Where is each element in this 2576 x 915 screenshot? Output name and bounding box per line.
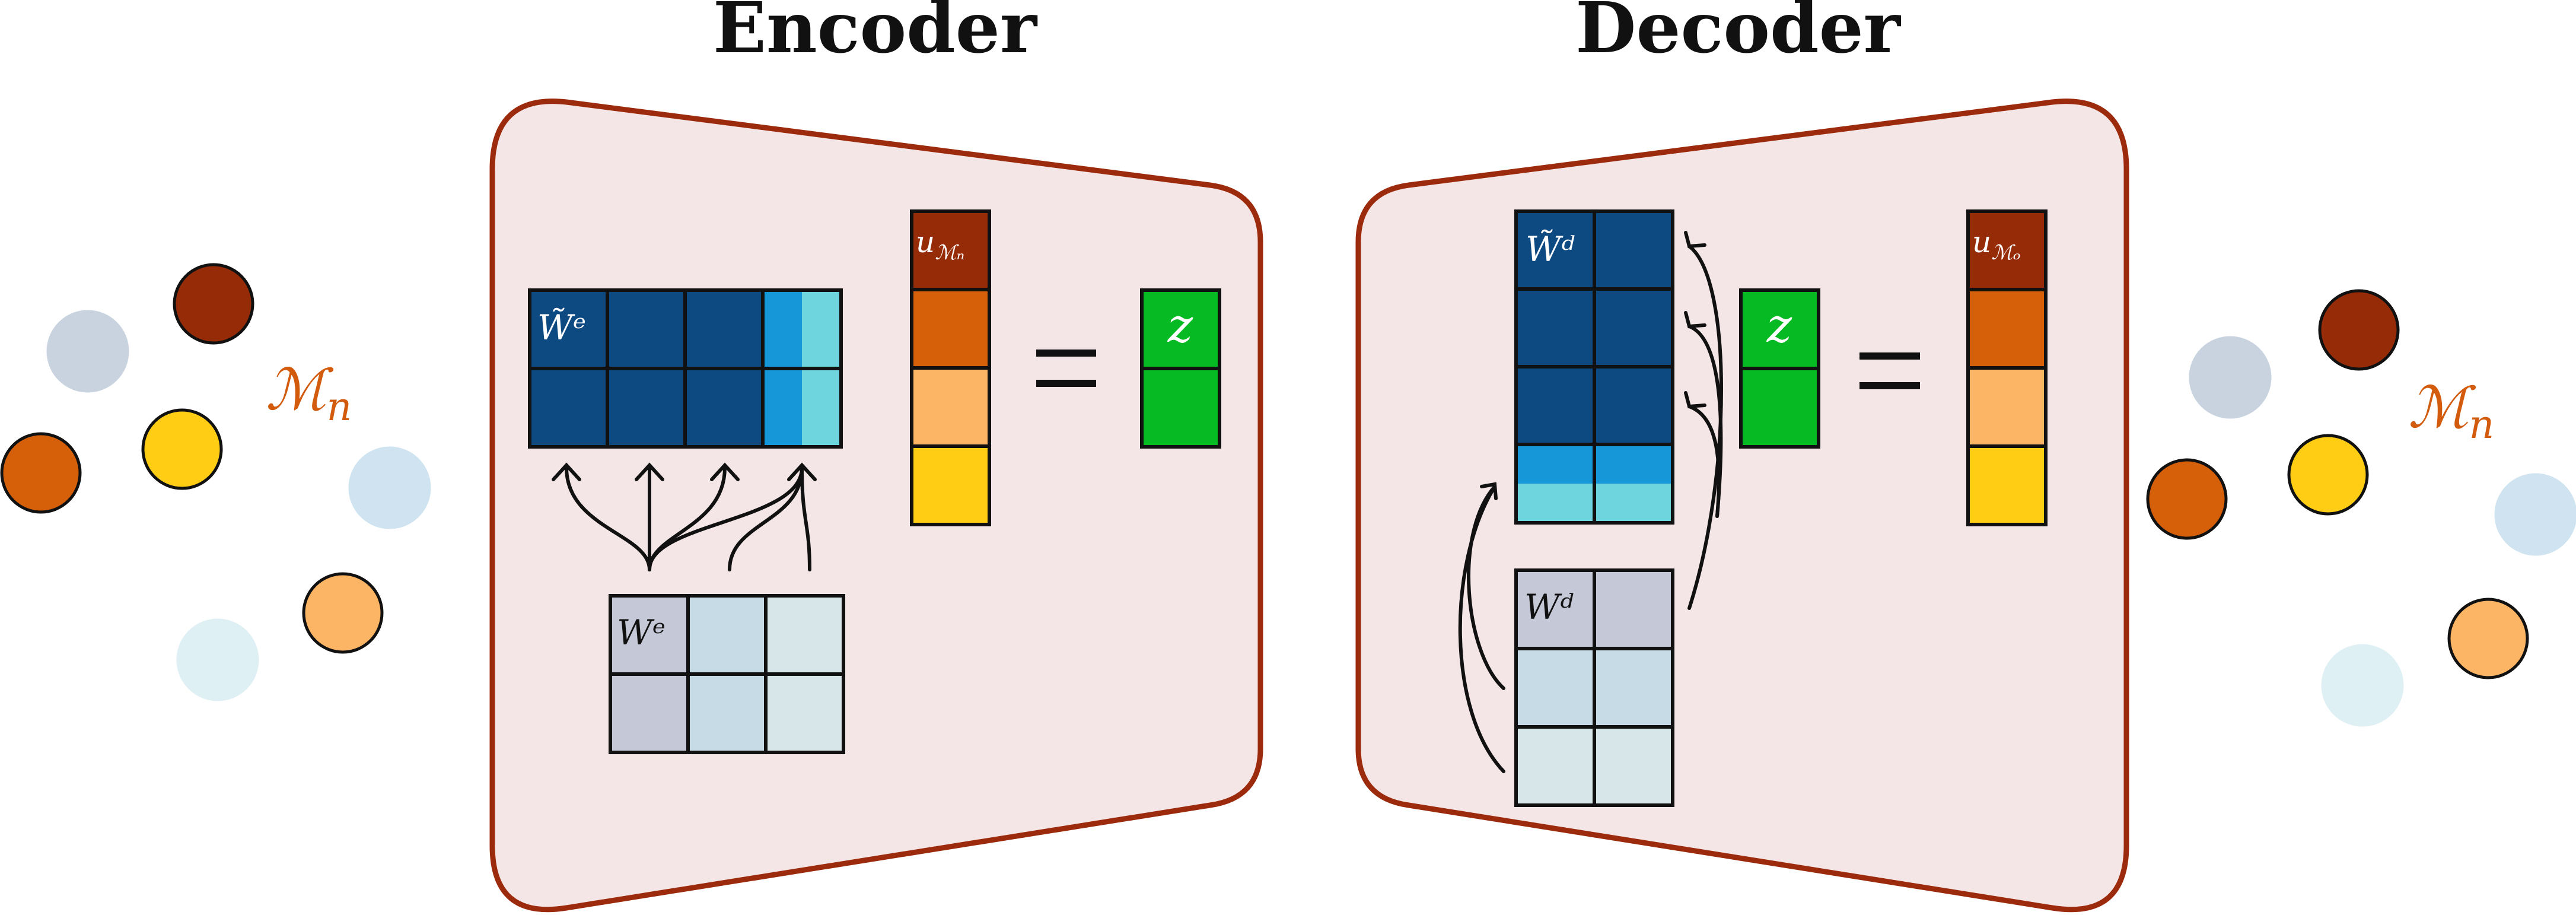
arrow — [565, 466, 651, 571]
matrix-cell — [686, 672, 768, 754]
matrix-cell — [606, 288, 687, 370]
matrix-cell — [763, 368, 802, 447]
matrix-cell — [1514, 725, 1596, 807]
matrix-cell — [764, 672, 845, 754]
encoder-arrows — [552, 462, 817, 571]
left-point — [173, 263, 254, 345]
vector-cell — [910, 444, 991, 526]
vector-cell — [1966, 366, 2048, 448]
left-manifold-points — [0, 263, 431, 701]
right-point — [2494, 473, 2576, 556]
vector-cell — [1966, 288, 2048, 370]
arrow — [1467, 485, 1505, 690]
matrix-cell — [609, 672, 690, 754]
arrowhead — [1684, 231, 1706, 249]
right-point — [2189, 336, 2272, 419]
right-point — [2287, 434, 2369, 516]
matrix-cell — [1593, 443, 1674, 525]
right-point — [2318, 289, 2400, 371]
matrix-cell — [1593, 568, 1674, 650]
vector-cell — [1966, 209, 2048, 291]
vector-cell — [910, 366, 991, 448]
arrowhead — [787, 462, 817, 481]
right-manifold-points — [2146, 289, 2576, 727]
matrix-cell — [683, 367, 765, 449]
matrix-cell — [1514, 568, 1596, 650]
right-point — [2321, 644, 2404, 727]
matrix-cell — [1593, 365, 1674, 446]
decoder-w-matrix: Wᵈ — [1514, 568, 1674, 807]
right-manifold-label: ℳn — [2408, 374, 2494, 447]
matrix-cell — [1514, 287, 1596, 368]
vector-cell — [1140, 367, 1221, 449]
decoder-w-label: Wᵈ — [1524, 587, 1574, 627]
left-point — [46, 310, 129, 393]
decoder-title: Decoder — [1575, 0, 1902, 69]
vector-cell — [1739, 367, 1820, 449]
matrix-cell — [1514, 365, 1596, 446]
matrix-cell — [1593, 647, 1674, 729]
matrix-cell — [686, 594, 768, 676]
matrix-cell — [764, 594, 845, 676]
arrow — [1687, 244, 1723, 610]
arrow — [1687, 405, 1721, 518]
matrix-cell — [802, 368, 841, 447]
encoder-panel — [489, 99, 1263, 913]
vector-cell — [1966, 444, 2048, 526]
arrowhead — [1480, 482, 1498, 500]
encoder-title: Encoder — [713, 0, 1038, 69]
encoder-w-tilde-label: W̃ᵉ — [537, 307, 586, 348]
matrix-cell — [1593, 725, 1674, 807]
arrowhead — [1684, 311, 1706, 329]
matrix-cell — [763, 290, 802, 368]
arrow — [728, 466, 804, 571]
decoder-w-tilde-matrix: W̃ᵈ — [1514, 209, 1674, 525]
arrow — [800, 466, 811, 571]
matrix-cell — [606, 367, 687, 449]
decoder-u-vector: uℳₒ — [1966, 209, 2048, 526]
encoder-w-tilde-matrix: W̃ᵉ — [528, 288, 843, 449]
vector-cell — [910, 288, 991, 370]
decoder-z-vector: z — [1739, 288, 1820, 449]
matrix-cell — [683, 288, 765, 370]
right-point — [2447, 598, 2529, 679]
encoder-w-label: Wᵉ — [617, 612, 666, 653]
arrow — [648, 466, 804, 571]
decoder-equals-sign — [1859, 352, 1920, 389]
matrix-cell — [761, 367, 843, 449]
left-point — [302, 572, 384, 654]
right-point — [2146, 458, 2228, 540]
encoder-u-label: uℳₙ — [916, 225, 964, 265]
encoder-u-vector: uℳₙ — [910, 209, 991, 526]
vector-cell — [910, 209, 991, 291]
decoder-w-tilde-label: W̃ᵈ — [1526, 228, 1575, 269]
decoder-arrows — [1458, 231, 1723, 773]
matrix-cell — [1514, 647, 1596, 729]
arrowhead — [552, 462, 581, 481]
encoder-z-vector: z — [1140, 288, 1221, 449]
arrowhead — [635, 462, 664, 481]
left-point — [176, 618, 259, 701]
decoder-u-label: uℳₒ — [1972, 225, 2021, 265]
arrowhead — [1684, 391, 1706, 409]
arrow — [1458, 485, 1505, 773]
matrix-cell — [1593, 287, 1674, 368]
arrowhead — [710, 462, 740, 481]
matrix-cell — [528, 367, 609, 449]
left-point — [348, 446, 431, 529]
encoder-w-matrix: Wᵉ — [609, 594, 845, 754]
encoder-z-label: z — [1167, 298, 1193, 353]
left-point — [141, 408, 223, 490]
encoder-equals-sign — [1036, 350, 1096, 387]
decoder-z-label: z — [1766, 298, 1792, 353]
matrix-cell — [1593, 209, 1674, 291]
matrix-cell — [802, 290, 841, 368]
left-point — [0, 432, 82, 514]
vector-cell — [1140, 288, 1221, 370]
left-manifold-label: ℳn — [266, 357, 352, 430]
